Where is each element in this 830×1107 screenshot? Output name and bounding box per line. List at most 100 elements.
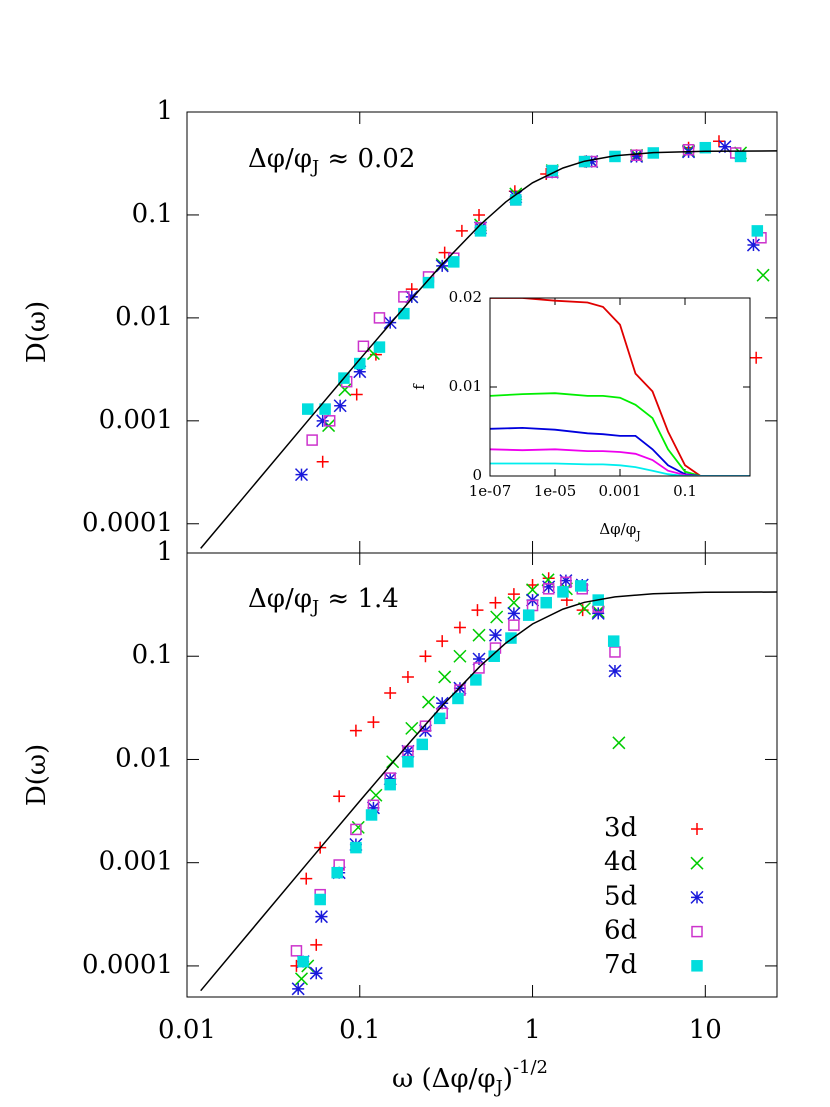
data-point [309,966,323,980]
x-tick-label: 10 [689,1015,722,1045]
data-point [323,415,336,427]
x-tick-label: 0.1 [673,482,697,500]
legend-marker [690,890,704,904]
data-point [609,646,621,658]
data-point [310,938,323,951]
y-axis-label: D(ω) [22,744,52,806]
data-point [300,872,313,885]
series-line [200,150,777,549]
annotation-part: ≈ 1.4 [319,584,399,614]
data-point [474,225,487,237]
data-point [473,208,486,221]
data-point [302,403,314,415]
annotation-part: Δφ/φ [248,144,312,174]
data-point [608,664,622,678]
annotation: Δφ/φJ ≈ 0.02 [248,144,415,178]
legend-label: 7d [604,950,637,980]
data-point [319,403,331,415]
data-point [316,414,330,428]
legend-label: 4d [604,847,637,877]
data-point [433,712,446,725]
legend-label: 3d [604,813,637,843]
y-tick-label: 0.001 [99,847,173,877]
plot-layer: 10.10.010.0010.000110.10.010.0010.00010.… [82,96,778,1045]
data-point [294,972,309,986]
plot-frame [489,297,751,477]
y-axis-label: D(ω) [22,301,52,363]
data-point [751,225,764,237]
x-tick-label: 0.1 [339,1015,380,1045]
data-point [699,141,712,154]
x-tick-label: 0.01 [158,1015,216,1045]
inset-x-axis-label: Δφ/φJ [599,520,640,542]
data-point [314,910,328,924]
data-point [542,580,556,594]
y-tick-label: 0.01 [449,377,482,395]
data-point [421,695,436,709]
data-point [350,388,363,401]
data-point [472,628,486,642]
data-point [316,455,329,468]
series-line [490,392,750,476]
data-point [383,316,397,330]
data-point [448,256,460,268]
series-line [490,462,750,476]
data-point [470,674,482,686]
data-point [294,468,309,482]
data-point [522,609,535,621]
legend-marker [691,925,703,938]
data-point [401,744,415,758]
data-point [383,772,397,786]
y-tick-label: 1 [156,96,173,126]
legend-marker [691,823,703,835]
y-tick-label: 0 [472,466,482,484]
data-point [422,276,435,289]
data-point [405,721,419,735]
data-point [349,724,362,737]
data-point [366,801,380,815]
data-point [333,399,347,413]
data-point [557,586,569,598]
annotation-part: Δφ/φ [248,584,312,614]
y-tick-label: 0.02 [449,288,482,306]
data-point [419,720,432,732]
data-point [365,809,378,821]
data-point [526,583,540,597]
x-label-part: Δφ/φ [599,520,636,538]
data-point [373,312,386,324]
data-point [455,224,468,237]
series-line [490,298,750,476]
data-point [419,650,432,663]
data-point [398,291,410,303]
data-point [574,580,587,592]
y-tick-label: 1 [156,537,173,567]
data-point [314,893,326,906]
data-point [585,155,599,169]
inset-y-axis-label: f [410,383,428,390]
data-point [297,955,309,968]
data-point [505,632,517,644]
data-point [453,621,466,634]
legend-label: 5d [604,881,637,911]
data-point [473,662,485,674]
data-point [718,140,732,154]
y-tick-label: 0.1 [132,640,173,670]
data-point [489,596,502,609]
data-point [750,351,763,364]
series-line [200,591,777,992]
data-point [405,290,419,304]
x-label-sub: J [494,1077,503,1098]
data-point [373,341,386,353]
data-point [630,149,644,163]
data-point [630,149,643,162]
data-point [291,982,305,996]
data-point [471,604,484,617]
x-axis-label: ω (Δφ/φJ)-1/2 [392,1057,548,1098]
data-point [507,596,521,610]
x-label-sup: -1/2 [513,1057,548,1078]
data-point [452,692,464,705]
data-point [472,652,486,666]
data-point [435,696,449,710]
data-point [488,650,500,662]
